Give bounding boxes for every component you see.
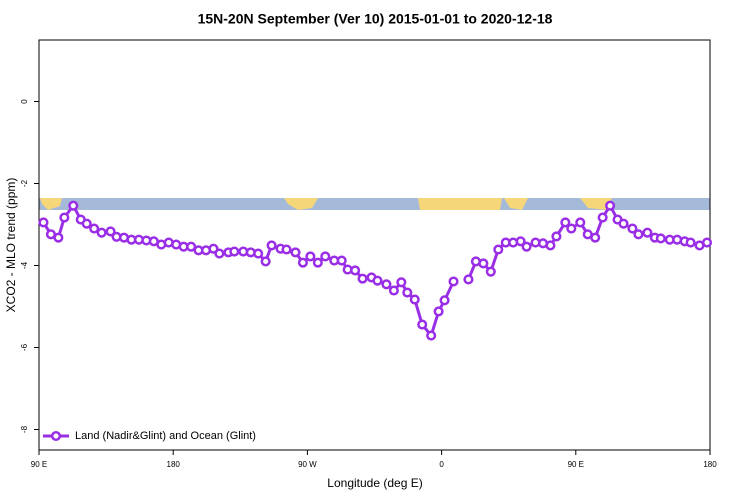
data-point bbox=[485, 266, 496, 277]
data-point bbox=[439, 295, 450, 306]
data-point bbox=[336, 255, 347, 266]
data-point bbox=[590, 232, 601, 243]
data-point bbox=[448, 276, 459, 287]
data-point bbox=[350, 265, 361, 276]
data-point bbox=[372, 275, 383, 286]
data-point bbox=[463, 274, 474, 285]
data-point bbox=[597, 212, 608, 223]
y-tick-label: -6 bbox=[20, 343, 29, 351]
data-point bbox=[701, 237, 713, 248]
data-point bbox=[89, 223, 100, 234]
data-point bbox=[575, 217, 586, 228]
y-axis-label: XCO2 - MLO trend (ppm) bbox=[4, 178, 18, 313]
data-point bbox=[478, 258, 489, 269]
x-tick-label: 90 W bbox=[298, 460, 317, 469]
data-point bbox=[208, 243, 219, 254]
legend-label: Land (Nadir&Glint) and Ocean (Glint) bbox=[75, 430, 256, 442]
data-point bbox=[59, 212, 70, 223]
data-point bbox=[409, 294, 420, 305]
data-point bbox=[566, 223, 577, 234]
data-point bbox=[260, 256, 271, 267]
data-point bbox=[627, 223, 638, 234]
x-tick-label: 90 E bbox=[31, 460, 47, 469]
data-point bbox=[402, 287, 413, 298]
data-point bbox=[290, 247, 301, 258]
data-point bbox=[253, 248, 264, 259]
data-point bbox=[433, 306, 444, 317]
data-point bbox=[96, 227, 107, 238]
x-tick-label: 0 bbox=[439, 460, 444, 469]
data-point bbox=[633, 229, 644, 240]
data-point bbox=[297, 257, 308, 268]
data-point bbox=[214, 248, 225, 259]
data-point bbox=[381, 279, 392, 290]
chart-title: 15N-20N September (Ver 10) 2015-01-01 to… bbox=[198, 11, 553, 27]
data-point bbox=[81, 218, 92, 229]
x-tick-label: 180 bbox=[703, 460, 717, 469]
y-tick-label: -4 bbox=[20, 261, 29, 269]
data-point bbox=[685, 237, 696, 248]
data-point bbox=[186, 241, 197, 252]
data-point bbox=[521, 241, 532, 252]
plot-frame bbox=[38, 39, 711, 451]
data-point bbox=[618, 218, 629, 229]
data-point bbox=[426, 330, 437, 341]
data-point bbox=[388, 285, 399, 296]
y-tick-label: -8 bbox=[20, 425, 29, 433]
data-point bbox=[53, 232, 64, 243]
y-tick-label: 0 bbox=[20, 99, 29, 104]
data-point bbox=[320, 251, 331, 262]
x-tick-label: 90 E bbox=[568, 460, 584, 469]
legend-marker bbox=[50, 430, 62, 442]
y-tick-label: -2 bbox=[20, 179, 29, 187]
data-point bbox=[515, 236, 526, 247]
data-point bbox=[417, 319, 428, 330]
data-point bbox=[493, 244, 504, 255]
data-point bbox=[545, 240, 556, 251]
land-ocean-strip bbox=[39, 198, 710, 210]
data-point bbox=[305, 251, 316, 262]
data-point bbox=[266, 240, 277, 251]
data-point bbox=[312, 257, 323, 268]
data-point bbox=[281, 244, 292, 255]
data-point bbox=[229, 246, 240, 257]
x-axis-label: Longitude (deg E) bbox=[327, 476, 422, 490]
data-point bbox=[38, 217, 49, 228]
data-point bbox=[655, 233, 666, 244]
data-point bbox=[642, 227, 653, 238]
data-point bbox=[605, 200, 616, 211]
data-point bbox=[105, 226, 116, 237]
x-tick-label: 180 bbox=[167, 460, 181, 469]
data-point bbox=[68, 200, 79, 211]
data-point bbox=[396, 277, 407, 288]
data-point bbox=[560, 217, 571, 228]
data-point bbox=[357, 273, 368, 284]
data-point bbox=[551, 231, 562, 242]
series-line bbox=[42, 202, 455, 339]
